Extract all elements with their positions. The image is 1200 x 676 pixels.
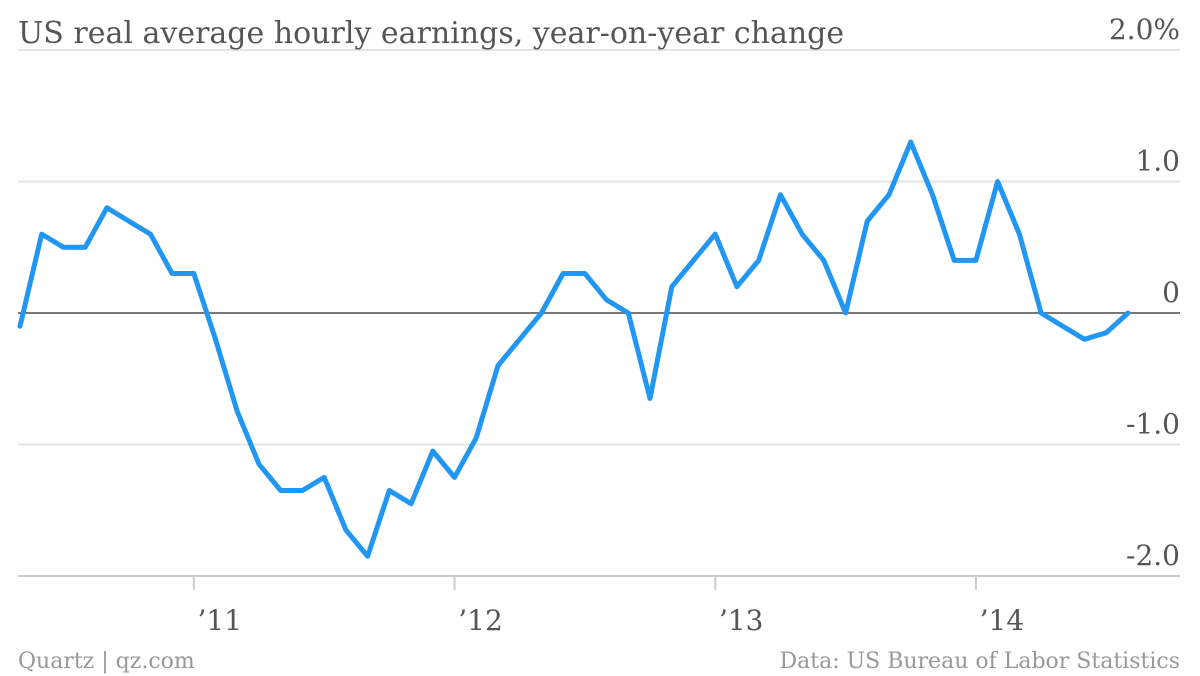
series-line: [17, 139, 1131, 559]
y-tick-label: -1.0: [1126, 408, 1180, 441]
chart-title: US real average hourly earnings, year-on…: [18, 16, 844, 51]
x-tick-label: ’11: [198, 604, 243, 637]
footer-source-right: Data: US Bureau of Labor Statistics: [779, 649, 1180, 674]
footer-source-left: Quartz | qz.com: [18, 649, 195, 674]
y-tick-label: 2.0%: [1109, 13, 1180, 46]
x-tick-label: ’12: [458, 604, 503, 637]
x-tick-label: ’14: [980, 604, 1025, 637]
gridlines: [18, 49, 1180, 577]
y-axis-ticks: 2.0% 1.0 0 -1.0 -2.0: [1109, 13, 1180, 572]
y-tick-label: -2.0: [1126, 539, 1180, 572]
y-tick-label: 0: [1162, 276, 1180, 309]
x-tick-label: ’13: [719, 604, 764, 637]
x-axis: ’11 ’12 ’13 ’14: [192, 576, 1025, 637]
y-tick-label: 1.0: [1135, 145, 1180, 178]
series-layer: [17, 139, 1131, 559]
